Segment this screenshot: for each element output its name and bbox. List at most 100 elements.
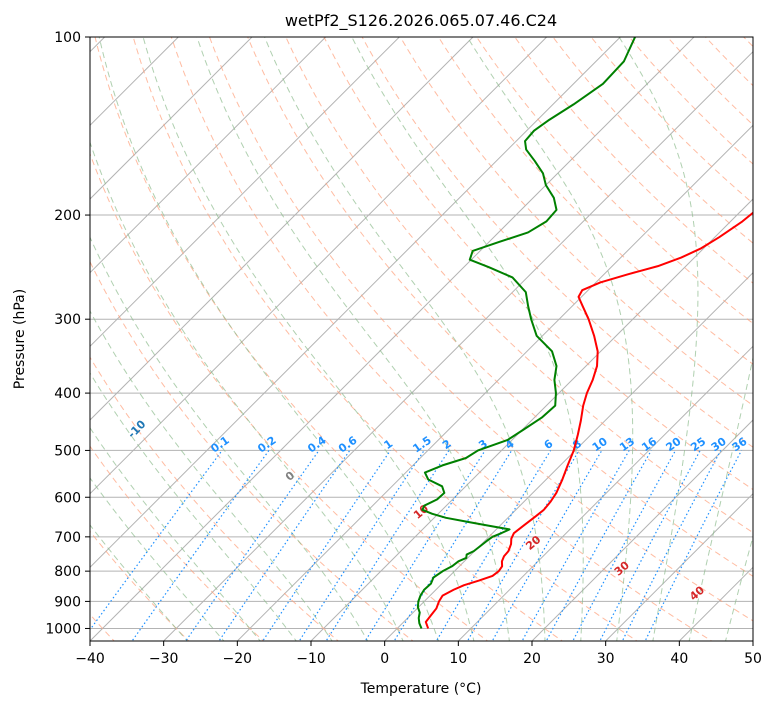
moist-adiabat-label: 0 bbox=[283, 469, 297, 484]
isotherm-0 bbox=[384, 271, 753, 641]
mixing-ratio-line-17 bbox=[644, 450, 743, 641]
mixing-ratio-label: 30 bbox=[709, 435, 729, 455]
isotherm--50 bbox=[90, 37, 621, 569]
mixing-ratio-label: 2 bbox=[440, 437, 454, 452]
moist-adiabat-0 bbox=[90, 140, 404, 641]
y-tick-label: 900 bbox=[54, 594, 81, 610]
y-tick-label: 700 bbox=[54, 530, 81, 546]
mixing-ratio-label: 0.2 bbox=[255, 434, 278, 456]
y-axis: 1000 900 800 700 600 500 400 300 200 100 bbox=[45, 30, 90, 637]
moist-adiabat--10 bbox=[90, 309, 333, 641]
isotherm--60 bbox=[90, 37, 548, 495]
dry-adiabat-120 bbox=[475, 37, 753, 325]
plot-frame bbox=[89, 36, 754, 642]
dry-adiabat-label: -10 bbox=[125, 417, 148, 440]
moist-adiabat-5 bbox=[98, 37, 440, 641]
y-tick-label: 200 bbox=[54, 208, 81, 224]
x-axis-title: Temperature (°C) bbox=[360, 681, 482, 697]
dry-adiabat-90 bbox=[361, 37, 753, 448]
mixing-ratio-label: 0.4 bbox=[305, 433, 329, 455]
dry-adiabat--30 bbox=[90, 530, 190, 641]
mixing-ratio-line-15 bbox=[599, 450, 701, 641]
dry-adiabat-70 bbox=[285, 37, 753, 534]
moist-adiabat-20 bbox=[264, 37, 546, 641]
y-tick-label: 800 bbox=[54, 564, 81, 580]
mixing-ratio-line-0 bbox=[90, 450, 223, 631]
mixing-ratio-line-13 bbox=[545, 450, 652, 641]
moist-adiabat-30 bbox=[466, 37, 634, 641]
mixing-ratio-label: 25 bbox=[688, 435, 708, 454]
dry-adiabat-50 bbox=[208, 37, 753, 622]
mixing-ratio-label: 6 bbox=[542, 437, 556, 452]
isotherm-lines bbox=[90, 37, 753, 641]
moist-adiabat-45 bbox=[725, 534, 753, 641]
x-tick-label: 50 bbox=[744, 651, 762, 667]
y-axis-title: Pressure (hPa) bbox=[12, 289, 28, 389]
x-tick-label: −20 bbox=[223, 651, 253, 667]
isotherm--30 bbox=[163, 50, 753, 641]
temperature-profile-line bbox=[424, 211, 753, 629]
dry-adiabat-150 bbox=[590, 37, 753, 205]
x-tick-label: 40 bbox=[670, 651, 688, 667]
mixing-ratio-label: 0.1 bbox=[208, 434, 231, 456]
mixing-ratio-line-6 bbox=[325, 450, 450, 641]
isotherm--10 bbox=[310, 198, 753, 641]
isotherm-30 bbox=[605, 492, 753, 641]
mixing-ratio-line-3 bbox=[218, 450, 351, 641]
dry-adiabat-110 bbox=[437, 37, 753, 365]
dry-adiabat-130 bbox=[514, 37, 753, 284]
mixing-ratio-label: 1 bbox=[382, 437, 396, 452]
y-tick-label: 300 bbox=[54, 312, 81, 328]
dry-adiabat-200 bbox=[769, 24, 775, 644]
isotherm-20 bbox=[531, 419, 753, 641]
dry-adiabat--10 bbox=[90, 356, 339, 641]
dry-adiabat-10 bbox=[90, 152, 489, 641]
x-tick-label: 20 bbox=[523, 651, 541, 667]
mixing-ratio-line-5 bbox=[298, 450, 425, 641]
dry-adiabat-0 bbox=[90, 260, 414, 641]
x-tick-label: 0 bbox=[380, 651, 389, 667]
mixing-ratio-label: 0.6 bbox=[336, 433, 360, 455]
mixing-ratio-line-14 bbox=[572, 450, 677, 641]
mixing-ratio-lines: 0.1 0.2 0.4 0.6 1 1.5 2 3 4 6 8 10 13 16 20 25 30 36 bbox=[90, 433, 750, 641]
isotherm-50 bbox=[752, 640, 753, 641]
y-tick-label: 600 bbox=[54, 490, 81, 506]
x-tick-label: 30 bbox=[597, 651, 615, 667]
y-tick-label: 500 bbox=[54, 443, 81, 459]
dry-adiabat-180 bbox=[704, 37, 753, 87]
mixing-ratio-label: 20 bbox=[664, 435, 684, 455]
dry-adiabat-30 bbox=[132, 37, 638, 641]
moist-adiabat-label: 20 bbox=[523, 533, 543, 553]
mixing-ratio-line-8 bbox=[393, 450, 513, 641]
mixing-ratio-label: 10 bbox=[590, 435, 610, 455]
mixing-ratio-label: 36 bbox=[729, 435, 749, 455]
moist-adiabat-15 bbox=[196, 37, 510, 641]
dry-adiabat--20 bbox=[90, 445, 265, 641]
dewpoint-profile-line bbox=[416, 37, 636, 629]
mixing-ratio-line-4 bbox=[262, 450, 391, 641]
mixing-ratio-line-7 bbox=[364, 450, 486, 641]
x-tick-label: −40 bbox=[75, 651, 105, 667]
moist-adiabat--25 bbox=[90, 477, 225, 641]
moist-adiabat--20 bbox=[90, 426, 261, 641]
moist-adiabat-25 bbox=[351, 37, 584, 641]
dry-adiabat-80 bbox=[323, 37, 753, 491]
mixing-ratio-line-10 bbox=[466, 450, 580, 641]
isotherm--70 bbox=[90, 37, 474, 421]
moist-adiabat--30 bbox=[90, 524, 188, 641]
moist-adiabat-40 bbox=[688, 355, 753, 641]
moist-adiabat--15 bbox=[90, 372, 297, 641]
dry-adiabat-170 bbox=[666, 37, 753, 126]
isotherm-10 bbox=[457, 345, 753, 641]
moist-adiabat-35 bbox=[618, 37, 699, 641]
moist-adiabat-10 bbox=[142, 37, 475, 641]
isotherm--100 bbox=[90, 37, 253, 200]
mixing-ratio-label: 16 bbox=[639, 435, 659, 455]
y-tick-label: 400 bbox=[54, 386, 81, 402]
moist-adiabat-label: 40 bbox=[687, 583, 707, 603]
isobar-lines bbox=[90, 37, 753, 629]
mixing-ratio-line-1 bbox=[131, 450, 270, 641]
